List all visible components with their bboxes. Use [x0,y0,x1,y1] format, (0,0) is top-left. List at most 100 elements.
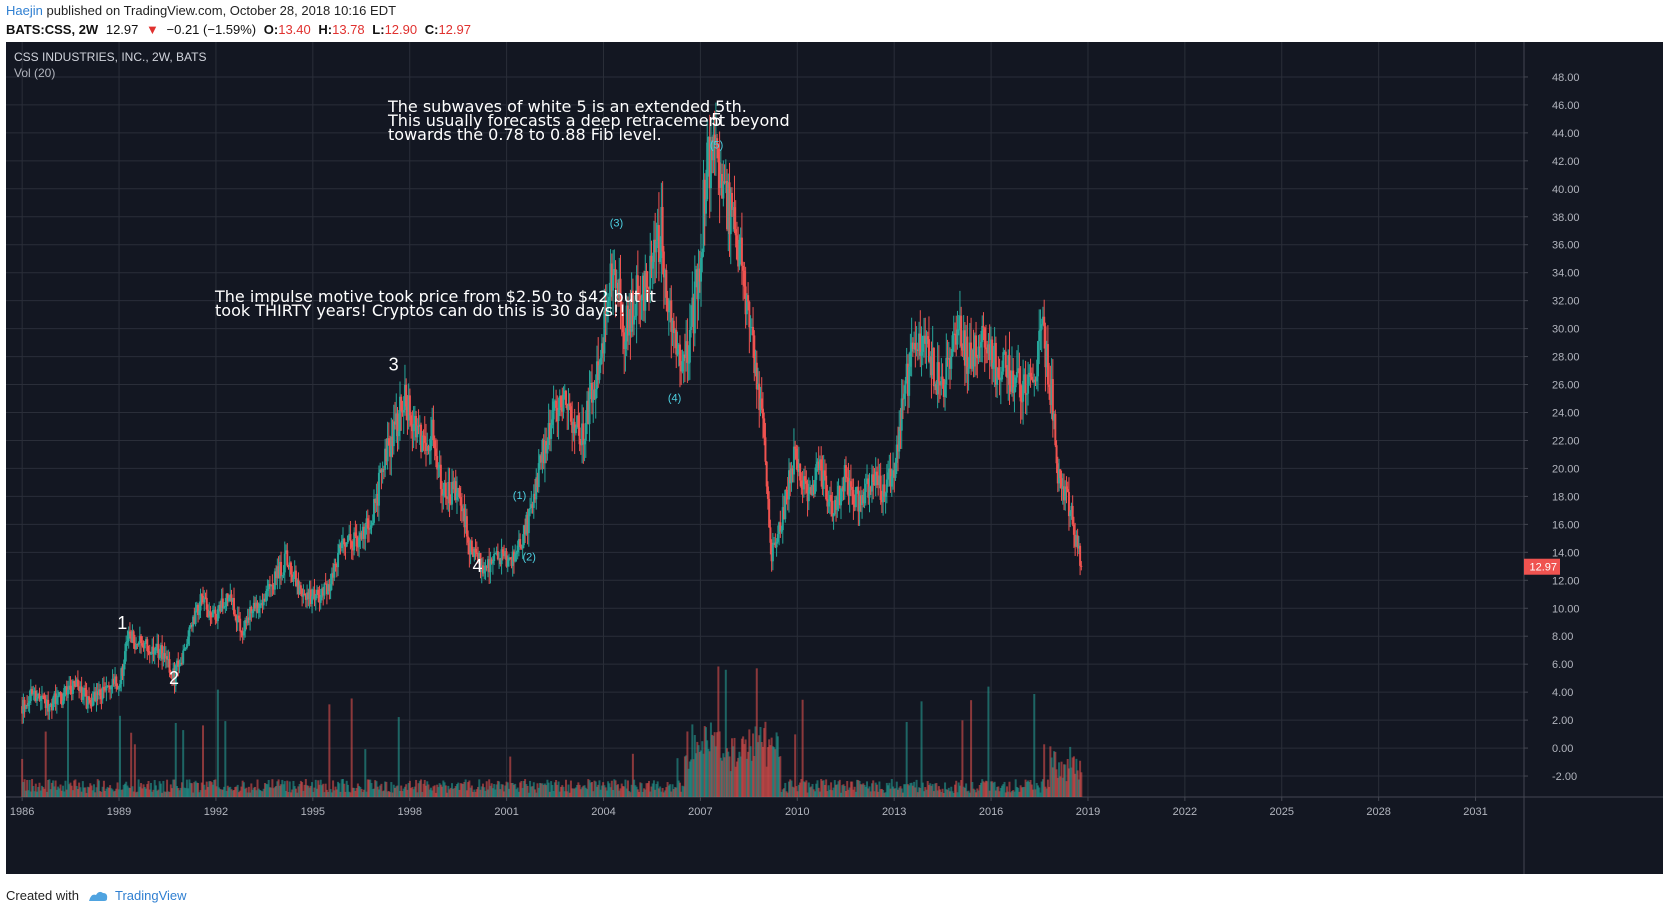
volume-bar [90,785,93,797]
chart-panel[interactable]: 48.00 46.00 44.00 42.00 40.00 38.00 36.00 34.00… [6,42,1663,874]
candle-body [116,686,119,690]
volume-bar [1002,784,1005,797]
volume-bar [268,787,271,797]
candle-body [239,618,242,632]
candle-body [161,645,164,660]
candle-body [313,589,316,601]
candle-body [470,540,473,552]
volume-bar [322,783,325,797]
volume-bar [734,766,737,797]
candle-body [957,329,960,331]
candle-body [1036,341,1039,377]
volume-bar [686,731,689,797]
candle-body [190,625,193,627]
volume-bar [158,781,161,797]
volume-bar [551,784,554,797]
candle-body [951,335,954,357]
volume-bar [402,788,405,797]
candle-body [857,486,860,512]
volume-bar [870,783,873,797]
candle-body [1035,376,1038,382]
candle-body [477,554,480,563]
volume-bar [194,780,197,797]
candle-body [1027,374,1030,394]
candle-body [630,290,633,332]
candle-body [213,609,216,611]
volume-bar [256,779,259,797]
candle-body [877,475,880,486]
open-value: 13.40 [278,22,311,37]
volume-bar [503,791,506,797]
candle-body [493,553,496,562]
candle-body [455,492,458,500]
candle-body [126,641,129,643]
volume-bar [225,790,228,797]
volume-bar [486,789,489,797]
volume-bar [403,786,406,797]
volume-bar [29,791,32,797]
candle-body [543,441,546,464]
candle-body [541,439,544,463]
candle-body [717,148,720,163]
candle-body [68,685,71,690]
volume-bar [172,779,175,797]
volume-bar [449,787,452,797]
candle-body [192,616,195,627]
volume-bar [558,791,561,797]
volume-bar [1054,751,1057,797]
volume-bar [1062,764,1065,797]
volume-bar [961,720,964,797]
author-link[interactable]: Haejin [6,3,43,18]
volume-bar [249,792,252,797]
price-chart[interactable]: 48.0046.0044.0042.0040.0038.0036.0034.00… [6,42,1663,874]
candle-body [796,458,799,472]
candle-body [498,558,501,560]
candle-body [830,495,833,501]
volume-bar [1058,762,1061,797]
candle-body [78,686,81,691]
volume-bar [345,780,348,797]
volume-bar [285,790,288,797]
candle-body [489,559,492,573]
volume-bar [797,784,800,797]
tradingview-brand[interactable]: TradingView [114,888,187,903]
candle-body [122,664,125,676]
candle-body [976,357,979,359]
candle-body [325,583,328,595]
candle-body [726,180,729,230]
volume-bar [301,782,304,797]
volume-bar [823,784,826,797]
volume-bar [820,779,823,797]
volume-bar [75,786,78,797]
candle-body [74,683,77,687]
volume-bar [816,780,819,797]
candle-body [133,643,136,650]
candle-body [505,551,508,567]
volume-bar [1069,746,1072,797]
candle-body [525,514,528,535]
volume-bar [73,780,76,797]
candle-body [467,536,470,543]
candle-body [100,695,103,700]
volume-bar [499,789,502,797]
volume-bar [874,782,877,797]
volume-bar [38,782,41,797]
candle-body [370,525,373,528]
candle-body [412,423,415,432]
volume-bar [847,789,850,797]
candle-body [156,643,159,647]
x-tick-label: 1989 [107,806,131,818]
volume-bar [267,779,270,797]
candle-body [178,664,181,667]
candle-body [85,689,88,709]
candle-body [561,407,564,412]
candle-body [763,418,766,438]
volume-bar [757,742,760,797]
candle-body [700,257,703,282]
volume-bar [131,786,134,797]
volume-bar [346,784,349,797]
candle-body [737,259,740,267]
volume-bar [779,756,782,797]
volume-bar [804,782,807,797]
volume-bar [145,788,148,797]
